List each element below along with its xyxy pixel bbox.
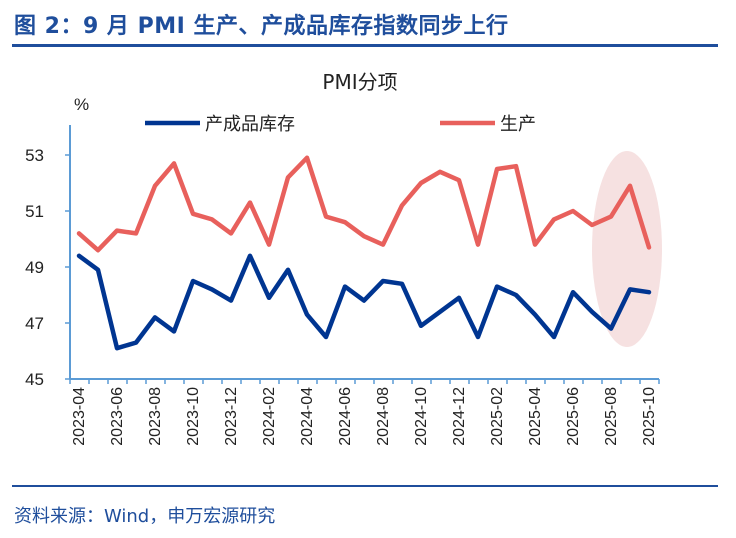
highlight-ellipse (592, 151, 662, 347)
x-tick-label: 2024-02 (261, 387, 278, 446)
x-tick-label: 2024-06 (337, 387, 354, 446)
x-tick-label: 2024-08 (375, 387, 392, 446)
source-rule (12, 485, 718, 487)
y-axis-unit: % (74, 95, 89, 114)
x-tick-label: 2023-06 (109, 387, 126, 446)
series-line-finished-goods-inventory (76, 253, 652, 351)
x-tick-label: 2025-06 (565, 387, 582, 446)
x-tick-label: 2025-08 (603, 387, 620, 446)
x-tick-label: 2025-02 (489, 387, 506, 446)
x-tick-label: 2024-12 (451, 387, 468, 446)
series-line-production (76, 155, 652, 253)
x-tick-label: 2024-04 (299, 387, 316, 446)
x-tick-label: 2023-10 (185, 387, 202, 446)
title-rule (12, 44, 718, 47)
y-tick-label: 45 (25, 370, 44, 389)
y-tick-label: 53 (25, 146, 44, 165)
y-tick-label: 49 (25, 258, 44, 277)
source-note: 资料来源：Wind，申万宏源研究 (14, 506, 276, 527)
y-tick-label: 51 (25, 202, 44, 221)
x-tick-label: 2023-08 (147, 387, 164, 446)
legend-label: 产成品库存 (205, 114, 295, 135)
x-tick-label: 2023-04 (71, 387, 88, 446)
x-tick-label: 2024-10 (413, 387, 430, 446)
y-tick-label: 47 (25, 314, 44, 333)
x-tick-label: 2023-12 (223, 387, 240, 446)
x-tick-label: 2025-10 (641, 387, 658, 446)
x-tick-label: 2025-04 (527, 387, 544, 446)
chart-title: PMI分项 (322, 70, 397, 94)
figure-title: 图 2：9 月 PMI 生产、产成品库存指数同步上行 (14, 14, 509, 39)
legend-label: 生产 (500, 114, 536, 135)
